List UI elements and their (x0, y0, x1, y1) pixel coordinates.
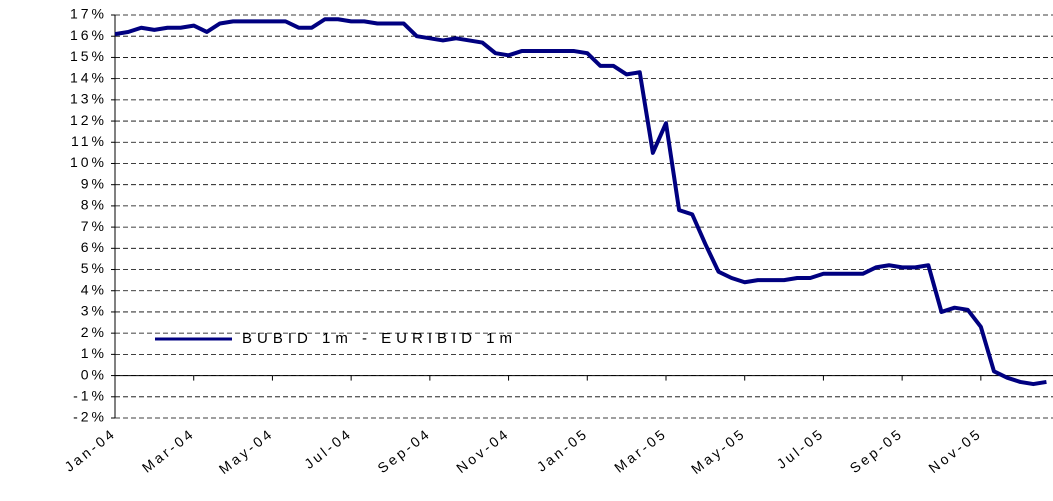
y-tick-label: 6% (81, 239, 107, 255)
x-tick-label: May-05 (688, 425, 749, 477)
y-tick-label: -2% (73, 409, 107, 425)
x-tick-label: Jan-05 (534, 425, 592, 475)
x-tick-label: Nov-04 (453, 425, 513, 476)
x-tick-label: Jul-04 (301, 425, 355, 472)
y-tick-label: 16% (70, 27, 107, 43)
y-tick-label: 3% (81, 303, 107, 319)
y-tick-label: 4% (81, 281, 107, 297)
legend-label: BUBID 1m - EURIBID 1m (242, 330, 517, 347)
x-tick-label: Mar-04 (139, 425, 198, 476)
y-tick-label: 10% (70, 154, 107, 170)
y-tick-label: 5% (81, 260, 107, 276)
y-tick-label: 13% (70, 91, 107, 107)
x-tick-label: May-04 (216, 425, 277, 477)
y-tick-label: 0% (81, 366, 107, 382)
y-tick-label: 15% (70, 48, 107, 64)
x-tick-label: Sep-04 (374, 425, 434, 476)
y-tick-label: 2% (81, 324, 107, 340)
x-tick-label: Jul-05 (773, 425, 827, 472)
y-tick-label: 17% (70, 6, 107, 22)
y-tick-label: -1% (73, 387, 107, 403)
y-tick-label: 14% (70, 69, 107, 85)
series-line (114, 17, 1047, 387)
x-tick-label: Sep-05 (847, 425, 907, 476)
y-tick-label: 9% (81, 175, 107, 191)
y-tick-label: 7% (81, 218, 107, 234)
x-tick-label: Nov-05 (925, 425, 985, 476)
x-tick-label: Mar-05 (611, 425, 670, 476)
y-tick-label: 12% (70, 112, 107, 128)
x-tick-label: Jan-04 (61, 425, 119, 475)
y-tick-label: 1% (81, 345, 107, 361)
y-tick-label: 11% (71, 133, 107, 149)
y-tick-label: 8% (81, 197, 107, 213)
